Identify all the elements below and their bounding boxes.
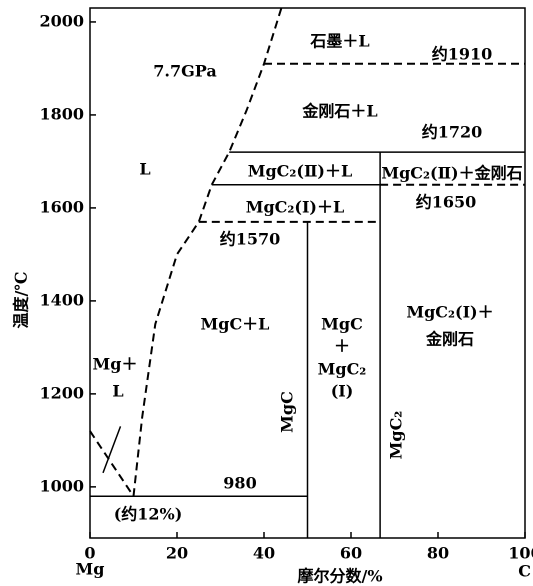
phase-boundary <box>102 426 122 474</box>
x-axis-label: 摩尔分数/% <box>297 567 382 586</box>
x-tick-label: 80 <box>427 544 449 563</box>
region-label: 约1910 <box>432 45 493 64</box>
region-label: (约12%) <box>114 505 183 524</box>
region-label: MgC₂ <box>387 411 406 460</box>
y-tick-label: 1800 <box>39 104 84 123</box>
x-end-label: Mg <box>76 560 105 579</box>
region-label: 980 <box>223 474 256 493</box>
region-label: MgC₂(Ⅱ)＋金刚石 <box>381 164 522 183</box>
x-tick-label: 0 <box>84 544 95 563</box>
region-label: 7.7GPa <box>153 62 216 81</box>
region-label: L <box>139 160 150 179</box>
y-tick-label: 1600 <box>39 197 84 216</box>
y-tick-label: 2000 <box>39 11 84 30</box>
region-label: 约1570 <box>220 230 281 249</box>
region-label: MgC₂(Ⅰ)＋ <box>406 303 493 322</box>
region-label: 约1720 <box>422 123 483 142</box>
region-label: MgC₂(Ⅰ)＋L <box>246 198 345 217</box>
region-label: 金刚石 <box>425 330 474 349</box>
y-tick-label: 1400 <box>39 290 84 309</box>
region-label: MgC <box>278 391 297 433</box>
y-tick-label: 1200 <box>39 383 84 402</box>
region-label: MgC₂(Ⅱ)＋L <box>248 162 353 181</box>
y-tick-label: 1000 <box>39 476 84 495</box>
region-label: MgC＋L <box>201 315 270 334</box>
region-label: MgC <box>321 315 363 334</box>
region-label: MgC₂ <box>318 360 367 379</box>
region-label: ＋ <box>334 337 350 356</box>
region-label: 约1650 <box>416 193 477 212</box>
region-label: (Ⅰ) <box>331 382 354 401</box>
region-label: 石墨＋L <box>309 32 369 51</box>
x-tick-label: 20 <box>166 544 188 563</box>
x-tick-label: 100 <box>508 544 533 563</box>
phase-boundary <box>132 7 283 497</box>
x-tick-label: 60 <box>340 544 362 563</box>
x-end-label: C <box>518 562 531 581</box>
region-label: 金刚石＋L <box>301 102 377 121</box>
x-tick-label: 40 <box>253 544 275 563</box>
region-label: L <box>112 382 123 401</box>
phase-boundary <box>89 430 135 497</box>
region-label: Mg＋ <box>93 355 138 374</box>
y-axis-label: 温度/℃ <box>12 271 31 329</box>
